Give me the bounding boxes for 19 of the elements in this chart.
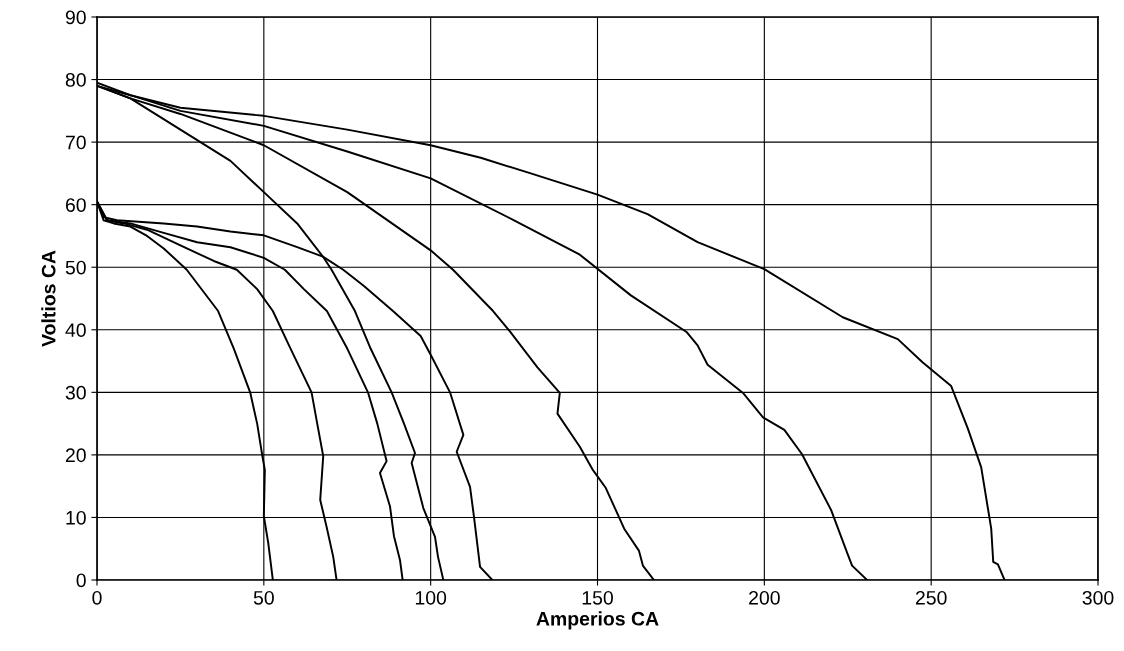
y-tick-label: 80 bbox=[65, 73, 86, 87]
x-tick-label: 50 bbox=[253, 590, 274, 605]
y-tick-label: 90 bbox=[65, 10, 86, 25]
x-tick-label: 0 bbox=[92, 590, 102, 605]
x-tick-label: 250 bbox=[915, 590, 947, 605]
x-tick-label: 200 bbox=[749, 590, 780, 605]
x-axis-title: Amperios CA bbox=[536, 611, 659, 630]
x-tick-label: 100 bbox=[415, 590, 447, 605]
y-tick-label: 60 bbox=[65, 198, 86, 212]
x-tick-label: 300 bbox=[1082, 590, 1114, 605]
y-tick-label: 70 bbox=[65, 135, 86, 150]
y-tick-label: 50 bbox=[65, 260, 86, 275]
y-tick-label: 10 bbox=[66, 510, 86, 525]
y-tick-label: 40 bbox=[65, 323, 86, 338]
y-tick-label: 30 bbox=[65, 385, 86, 400]
y-axis-title: Voltios CA bbox=[41, 250, 56, 347]
y-tick-label: 20 bbox=[65, 448, 86, 463]
x-tick-label: 150 bbox=[582, 590, 613, 605]
y-tick-label: 0 bbox=[76, 573, 86, 588]
